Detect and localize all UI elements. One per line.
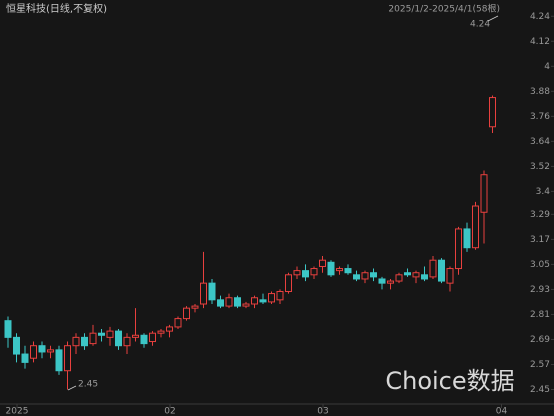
- y-tick-label: 2.93: [530, 285, 550, 295]
- candle-body: [268, 293, 275, 303]
- watermark: Choice数据: [385, 367, 514, 395]
- candle-body: [285, 274, 292, 292]
- candle-body: [55, 349, 63, 372]
- candle-body: [259, 299, 267, 303]
- y-tick-label: 4.24: [530, 12, 550, 22]
- candle-body: [166, 326, 173, 332]
- low-annotation: 2.45: [78, 380, 98, 390]
- y-tick-label: 3.05: [530, 260, 550, 270]
- x-tick-label: 2025: [6, 407, 29, 416]
- candle-body: [98, 332, 105, 336]
- candle-body: [327, 261, 335, 276]
- candle-body: [81, 336, 88, 347]
- candle-body: [149, 332, 156, 343]
- high-arrow: [487, 15, 499, 22]
- candle-body: [429, 259, 437, 278]
- y-tick-label: 3.29: [530, 210, 550, 220]
- candle-body: [132, 334, 139, 338]
- candle-body: [480, 174, 488, 213]
- candle-body: [370, 272, 377, 278]
- candle-body: [21, 353, 29, 363]
- y-tick-label: 3.52: [530, 162, 550, 172]
- x-tick-label: 03: [317, 407, 328, 416]
- y-tick-label: 3.64: [530, 137, 550, 147]
- y-tick-label: 2.45: [530, 385, 550, 395]
- candle-body: [387, 280, 394, 284]
- candle-body: [191, 305, 199, 309]
- y-tick-label: 3.17: [530, 235, 550, 245]
- candle-body: [353, 274, 360, 280]
- chart-title: 恒星科技(日线,不复权): [6, 2, 107, 15]
- candle-body: [310, 268, 318, 276]
- candle-body: [302, 270, 309, 278]
- candle-body: [106, 330, 114, 338]
- y-tick-label: 3.76: [530, 112, 550, 122]
- candle-body: [336, 268, 343, 272]
- candle-body: [208, 282, 216, 301]
- candle-body: [421, 274, 428, 280]
- x-tick-label: 04: [496, 407, 508, 416]
- candle-body: [404, 272, 411, 276]
- candle-body: [455, 228, 462, 270]
- candle-body: [13, 336, 20, 355]
- candle-body: [489, 97, 496, 128]
- candle-body: [4, 320, 12, 338]
- candle-body: [446, 268, 454, 284]
- candle-body: [47, 349, 54, 353]
- candle-body: [123, 336, 131, 347]
- candle-body: [472, 205, 479, 249]
- candle-body: [72, 336, 80, 347]
- candle-body: [395, 274, 403, 282]
- candle-body: [361, 272, 369, 280]
- candle-body: [200, 282, 207, 305]
- y-tick-label: 3.4: [536, 187, 551, 197]
- candle-body: [276, 290, 284, 301]
- date-range: 2025/1/2-2025/4/1(58根): [388, 3, 500, 15]
- candle-body: [344, 268, 352, 274]
- candle-body: [225, 297, 233, 307]
- x-tick-label: 02: [164, 407, 175, 416]
- candle-body: [463, 228, 471, 249]
- low-arrow: [67, 385, 77, 391]
- candle-body: [174, 318, 182, 328]
- candle-body: [140, 334, 148, 345]
- candle-body: [64, 345, 71, 372]
- y-tick-label: 2.57: [530, 360, 550, 370]
- candle-body: [38, 345, 46, 353]
- candle-body: [234, 297, 241, 307]
- candle-body: [30, 345, 37, 359]
- y-tick-label: 4: [544, 62, 550, 72]
- y-tick-label: 4.12: [530, 37, 550, 47]
- candle-body: [251, 297, 258, 305]
- y-tick-label: 3.88: [530, 87, 550, 97]
- candle-body: [183, 307, 190, 320]
- candle-body: [412, 272, 420, 278]
- candle-body: [89, 332, 97, 345]
- candle-body: [157, 330, 165, 334]
- candle-body: [115, 330, 122, 347]
- candle-body: [217, 299, 224, 307]
- y-tick-label: 2.81: [530, 310, 550, 320]
- candle-body: [319, 259, 326, 267]
- candle-body: [242, 303, 250, 307]
- candle-body: [378, 278, 386, 284]
- y-tick-label: 2.69: [530, 335, 550, 345]
- candle-body: [438, 259, 445, 282]
- high-annotation: 4.24: [470, 20, 490, 30]
- candle-body: [293, 270, 301, 276]
